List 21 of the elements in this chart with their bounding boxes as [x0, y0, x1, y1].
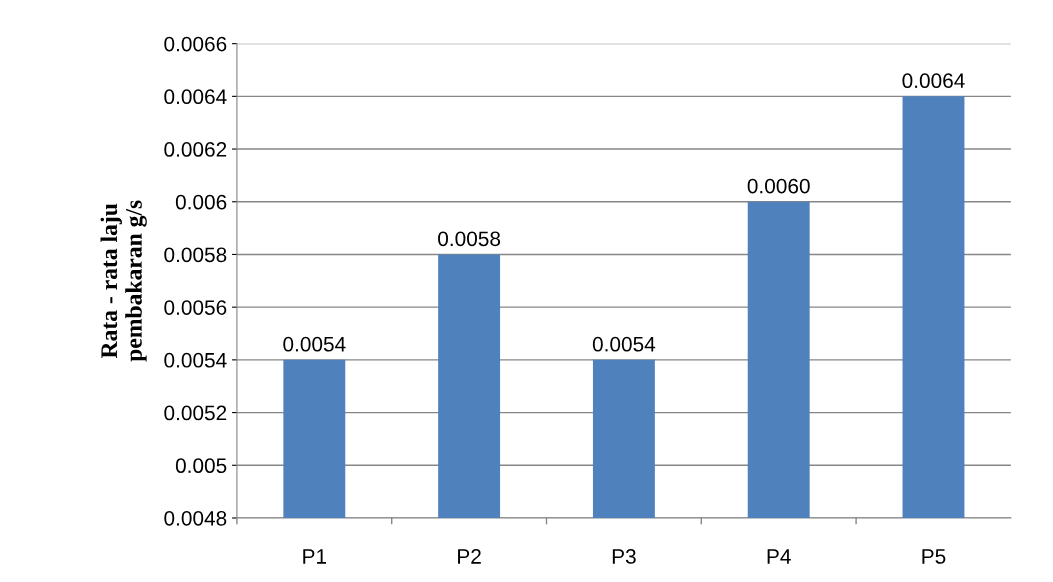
y-tick-label: 0.0052 — [164, 405, 227, 421]
data-label: 0.0054 — [592, 336, 656, 352]
y-tick-label: 0.006 — [175, 194, 227, 210]
y-tick-label: 0.0056 — [164, 300, 227, 315]
data-label: 0.0058 — [438, 231, 501, 247]
x-tick-label: P4 — [767, 549, 791, 564]
x-tick-label: P5 — [922, 549, 946, 564]
y-tick-label: 0.0064 — [164, 89, 227, 105]
x-tick-label: P2 — [458, 549, 481, 564]
data-label: 0.0054 — [283, 336, 346, 352]
x-tick-label: P3 — [612, 549, 636, 564]
data-label: 0.0064 — [902, 73, 965, 89]
y-axis-title: Rata - rata laju pembakaran g/s — [100, 200, 147, 362]
y-tick-label: 0.005 — [175, 458, 227, 474]
y-tick-label: 0.0066 — [164, 36, 227, 52]
y-tick-label: 0.0058 — [164, 247, 227, 263]
y-tick-label: 0.0054 — [164, 352, 227, 368]
x-tick-label: P1 — [303, 549, 327, 564]
data-label: 0.0060 — [747, 178, 810, 194]
y-tick-label: 0.0062 — [164, 142, 227, 157]
y-tick-label: 0.0048 — [164, 510, 227, 526]
